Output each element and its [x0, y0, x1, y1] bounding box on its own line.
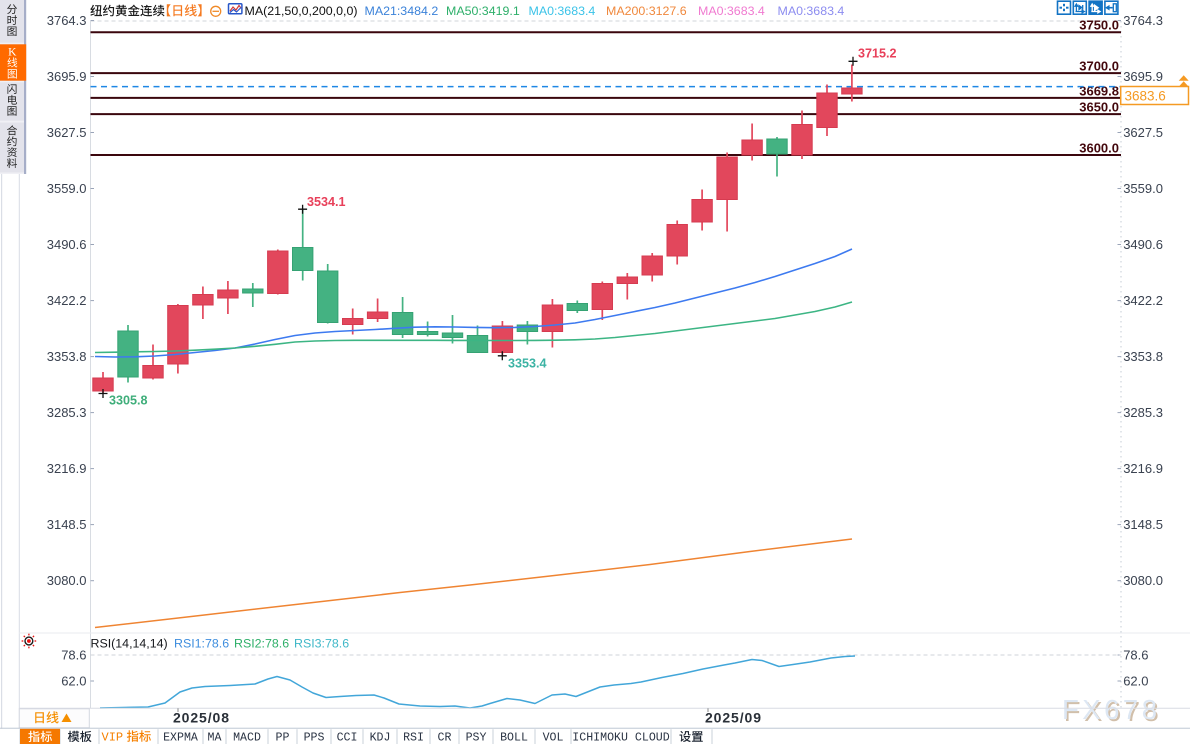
- svg-text:RSI(14,14,14): RSI(14,14,14): [91, 637, 168, 651]
- svg-text:MA0:3683.4: MA0:3683.4: [778, 4, 845, 18]
- svg-text:MA0:3683.4: MA0:3683.4: [698, 4, 765, 18]
- svg-text:RSI1:78.6: RSI1:78.6: [174, 637, 229, 651]
- svg-text:3422.2: 3422.2: [47, 293, 87, 308]
- svg-text:VOL: VOL: [543, 731, 564, 744]
- svg-text:3353.4: 3353.4: [508, 357, 547, 371]
- svg-text:3285.3: 3285.3: [1123, 405, 1163, 420]
- svg-text:3353.8: 3353.8: [1123, 349, 1163, 364]
- svg-text:MA0:3683.4: MA0:3683.4: [529, 4, 596, 18]
- svg-text:3080.0: 3080.0: [1123, 573, 1163, 588]
- svg-text:3490.6: 3490.6: [1123, 237, 1163, 252]
- svg-text:K: K: [8, 46, 17, 58]
- svg-text:PP: PP: [276, 731, 290, 744]
- svg-text:CCI: CCI: [337, 731, 358, 744]
- svg-text:FX678: FX678: [1062, 694, 1161, 725]
- svg-text:3559.0: 3559.0: [47, 181, 87, 196]
- svg-text:3285.3: 3285.3: [47, 405, 87, 420]
- svg-text:MA50:3419.1: MA50:3419.1: [446, 4, 520, 18]
- svg-text:KDJ: KDJ: [370, 731, 391, 744]
- svg-text:RSI: RSI: [403, 731, 424, 744]
- svg-text:BOLL: BOLL: [500, 731, 528, 744]
- svg-text:62.0: 62.0: [1123, 674, 1148, 689]
- svg-text:3683.6: 3683.6: [1125, 89, 1166, 104]
- svg-text:VIP: VIP: [102, 730, 124, 744]
- svg-text:MA: MA: [208, 731, 222, 744]
- svg-text:3764.3: 3764.3: [1123, 13, 1163, 28]
- svg-text:3148.5: 3148.5: [47, 517, 87, 532]
- svg-text:3600.0: 3600.0: [1079, 141, 1119, 156]
- svg-text:3305.8: 3305.8: [109, 394, 148, 408]
- svg-text:RSI3:78.6: RSI3:78.6: [294, 637, 349, 651]
- svg-text:FX678: FX678: [1064, 696, 1163, 727]
- svg-text:3148.5: 3148.5: [1123, 517, 1163, 532]
- svg-text:3559.0: 3559.0: [1123, 181, 1163, 196]
- svg-text:3627.5: 3627.5: [47, 125, 87, 140]
- svg-text:ICHIMOKU CLOUD: ICHIMOKU CLOUD: [572, 731, 669, 744]
- svg-text:PPS: PPS: [304, 731, 325, 744]
- svg-text:3695.9: 3695.9: [1123, 69, 1163, 84]
- svg-text:3627.5: 3627.5: [1123, 125, 1163, 140]
- svg-text:MACD: MACD: [233, 731, 261, 744]
- svg-text:3490.6: 3490.6: [47, 237, 87, 252]
- svg-text:2025/09: 2025/09: [705, 710, 762, 726]
- svg-text:3750.0: 3750.0: [1079, 18, 1119, 33]
- svg-text:MA(21,50,0,200,0,0): MA(21,50,0,200,0,0): [245, 4, 358, 18]
- svg-text:2025/08: 2025/08: [173, 710, 230, 726]
- svg-text:EXPMA: EXPMA: [163, 731, 198, 744]
- svg-text:3669.8: 3669.8: [1079, 83, 1119, 98]
- svg-text:3422.2: 3422.2: [1123, 293, 1163, 308]
- svg-text:3353.8: 3353.8: [47, 349, 87, 364]
- svg-text:MA21:3484.2: MA21:3484.2: [365, 4, 439, 18]
- svg-text:78.6: 78.6: [1123, 648, 1148, 663]
- svg-text:3080.0: 3080.0: [47, 573, 87, 588]
- svg-text:3695.9: 3695.9: [47, 69, 87, 84]
- svg-text:RSI2:78.6: RSI2:78.6: [234, 637, 289, 651]
- svg-text:CR: CR: [438, 731, 452, 744]
- svg-text:78.6: 78.6: [61, 648, 86, 663]
- svg-text:3764.3: 3764.3: [47, 13, 87, 28]
- svg-text:3650.0: 3650.0: [1079, 100, 1119, 115]
- svg-text:3534.1: 3534.1: [307, 195, 346, 209]
- svg-text:3216.9: 3216.9: [1123, 461, 1163, 476]
- svg-text:3715.2: 3715.2: [858, 47, 897, 61]
- svg-text:3700.0: 3700.0: [1079, 59, 1119, 74]
- svg-text:PSY: PSY: [466, 731, 487, 744]
- svg-text:62.0: 62.0: [61, 674, 86, 689]
- svg-text:3216.9: 3216.9: [47, 461, 87, 476]
- svg-text:MA200:3127.6: MA200:3127.6: [606, 4, 687, 18]
